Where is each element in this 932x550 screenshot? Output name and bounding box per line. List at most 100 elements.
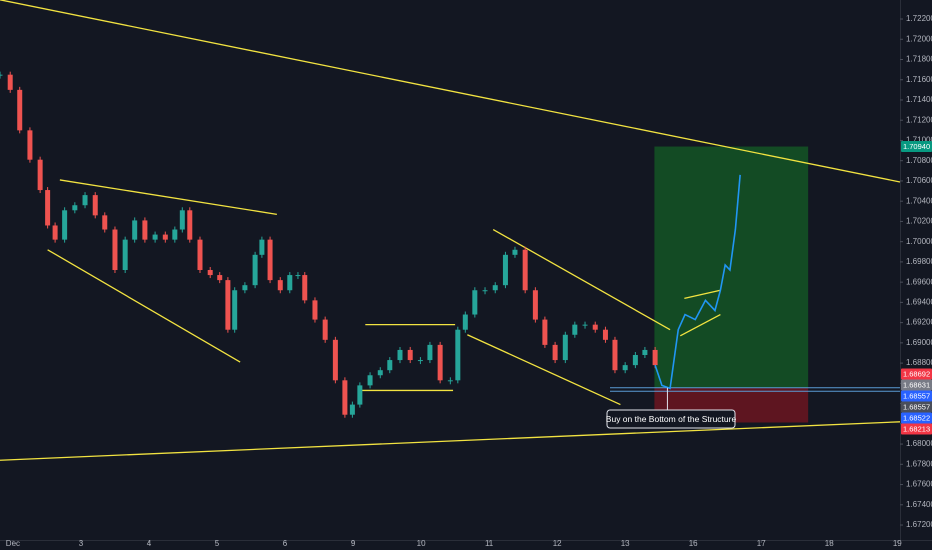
price-tag-label: 1.70940 bbox=[903, 142, 930, 151]
candle-body bbox=[482, 290, 488, 292]
annotation-text: Buy on the Bottom of the Structure bbox=[606, 414, 737, 424]
candle-body bbox=[342, 380, 348, 415]
x-tick-label: 6 bbox=[283, 539, 288, 548]
x-tick-label: 18 bbox=[825, 539, 834, 548]
candle-body bbox=[632, 355, 638, 366]
x-tick-label: 3 bbox=[79, 539, 84, 548]
y-tick-label: 1.69200 bbox=[906, 318, 932, 327]
annotation-box bbox=[606, 409, 736, 429]
y-tick-label: 1.70400 bbox=[906, 196, 932, 205]
candle-body bbox=[277, 280, 283, 291]
y-tick-label: 1.67200 bbox=[906, 520, 932, 529]
price-tag-label: 1.68692 bbox=[903, 370, 930, 379]
candle-body bbox=[152, 234, 158, 240]
y-tick-label: 1.72000 bbox=[906, 34, 932, 43]
candle-body bbox=[612, 339, 618, 371]
candle-body bbox=[349, 404, 355, 415]
candle-body bbox=[462, 314, 468, 330]
x-tick-label: 13 bbox=[621, 539, 630, 548]
candle-body bbox=[455, 329, 461, 381]
price-tag bbox=[901, 423, 932, 435]
x-tick-label: 17 bbox=[757, 539, 766, 548]
y-tick-label: 1.71200 bbox=[906, 115, 932, 124]
y-tick-label: 1.68000 bbox=[906, 439, 932, 448]
candle-body bbox=[122, 239, 128, 270]
candle-body bbox=[437, 344, 443, 381]
candle-body bbox=[197, 239, 203, 270]
y-tick-label: 1.70000 bbox=[906, 237, 932, 246]
y-tick-label: 1.71800 bbox=[906, 55, 932, 64]
candle-body bbox=[322, 319, 328, 340]
candle-body bbox=[492, 285, 498, 291]
y-tick-label: 1.70200 bbox=[906, 217, 932, 226]
candle-body bbox=[552, 344, 558, 361]
y-tick-label: 1.71400 bbox=[906, 95, 932, 104]
candle-body bbox=[502, 254, 508, 286]
candle-body bbox=[512, 249, 518, 255]
candle-body bbox=[82, 195, 88, 206]
candle-body bbox=[52, 225, 58, 240]
candle-body bbox=[142, 220, 148, 240]
price-tag-label: 1.68213 bbox=[903, 425, 930, 434]
candle-body bbox=[72, 205, 78, 211]
candle-body bbox=[522, 249, 528, 291]
candle-body bbox=[312, 300, 318, 320]
x-tick-label: 11 bbox=[485, 539, 494, 548]
y-tick-label: 1.71000 bbox=[906, 136, 932, 145]
y-tick-label: 1.69600 bbox=[906, 277, 932, 286]
projection-line bbox=[654, 174, 741, 390]
candle-body bbox=[377, 370, 383, 376]
candle-body bbox=[332, 339, 338, 381]
y-tick-label: 1.67400 bbox=[906, 500, 932, 509]
trendline bbox=[0, 0, 901, 183]
trendline bbox=[492, 228, 671, 331]
price-tag bbox=[901, 379, 932, 391]
candle-body bbox=[532, 290, 538, 320]
price-tag-label: 1.68522 bbox=[903, 414, 930, 423]
trendline bbox=[0, 421, 901, 461]
candle-body bbox=[132, 220, 138, 240]
y-tick-label: 1.70800 bbox=[906, 156, 932, 165]
candle-body bbox=[542, 319, 548, 345]
candle-body bbox=[592, 324, 598, 330]
candle-body bbox=[572, 324, 578, 335]
y-tick-label: 1.69400 bbox=[906, 297, 932, 306]
x-tick-label: 10 bbox=[417, 539, 426, 548]
y-tick-label: 1.71600 bbox=[906, 75, 932, 84]
candle-body bbox=[252, 254, 258, 286]
x-tick-label: 16 bbox=[689, 539, 698, 548]
candle-body bbox=[602, 329, 608, 340]
candle-body bbox=[37, 159, 43, 191]
y-tick-label: 1.69800 bbox=[906, 257, 932, 266]
x-tick-label: 12 bbox=[553, 539, 562, 548]
candle-body bbox=[472, 290, 478, 315]
candle-body bbox=[562, 334, 568, 361]
candle-body bbox=[427, 344, 433, 361]
x-tick-label: 5 bbox=[215, 539, 220, 548]
price-tag bbox=[901, 141, 932, 153]
trendline bbox=[59, 179, 277, 215]
candle-body bbox=[447, 380, 453, 382]
candle-body bbox=[7, 74, 13, 90]
candle-body bbox=[652, 349, 658, 366]
candle-body bbox=[232, 290, 238, 330]
candle-body bbox=[172, 229, 178, 240]
trendline bbox=[47, 249, 241, 363]
candle-body bbox=[302, 275, 308, 301]
candle-body bbox=[217, 275, 223, 281]
x-tick-label: 9 bbox=[351, 539, 356, 548]
candle-body bbox=[387, 360, 393, 371]
candle-body bbox=[45, 190, 51, 226]
y-tick-label: 1.67800 bbox=[906, 459, 932, 468]
candle-body bbox=[582, 324, 588, 326]
y-tick-label: 1.68800 bbox=[906, 358, 932, 367]
candle-body bbox=[102, 215, 108, 230]
y-tick-label: 1.72200 bbox=[906, 14, 932, 23]
candle-body bbox=[187, 210, 193, 240]
candle-body bbox=[62, 210, 68, 240]
price-tag-label: 1.68557 bbox=[903, 392, 930, 401]
candle-body bbox=[367, 375, 373, 386]
candle-body bbox=[642, 349, 648, 356]
y-tick-label: 1.70600 bbox=[906, 176, 932, 185]
trendline bbox=[679, 313, 721, 337]
